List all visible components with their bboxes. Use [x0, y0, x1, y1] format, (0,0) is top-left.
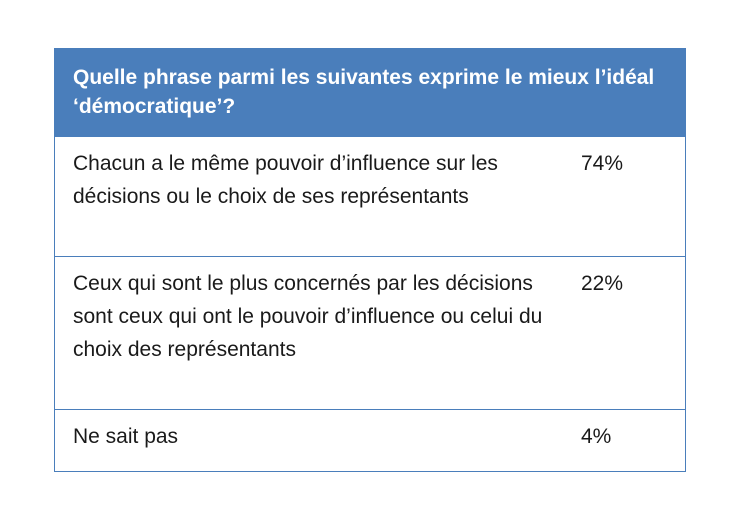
row-label: Ceux qui sont le plus concernés par les …: [73, 272, 543, 361]
row-value: 4%: [581, 425, 612, 448]
table-row: Ne sait pas 4%: [55, 409, 685, 471]
table-row: Ceux qui sont le plus concernés par les …: [55, 256, 685, 409]
row-label: Ne sait pas: [73, 425, 179, 448]
row-value: 74%: [581, 152, 624, 175]
row-value: 22%: [581, 272, 624, 295]
row-label: Chacun a le même pouvoir d’influence sur…: [73, 152, 498, 208]
table-row: Chacun a le même pouvoir d’influence sur…: [55, 136, 685, 256]
survey-table: Quelle phrase parmi les suivantes exprim…: [54, 48, 686, 472]
table-title: Quelle phrase parmi les suivantes exprim…: [55, 49, 685, 136]
